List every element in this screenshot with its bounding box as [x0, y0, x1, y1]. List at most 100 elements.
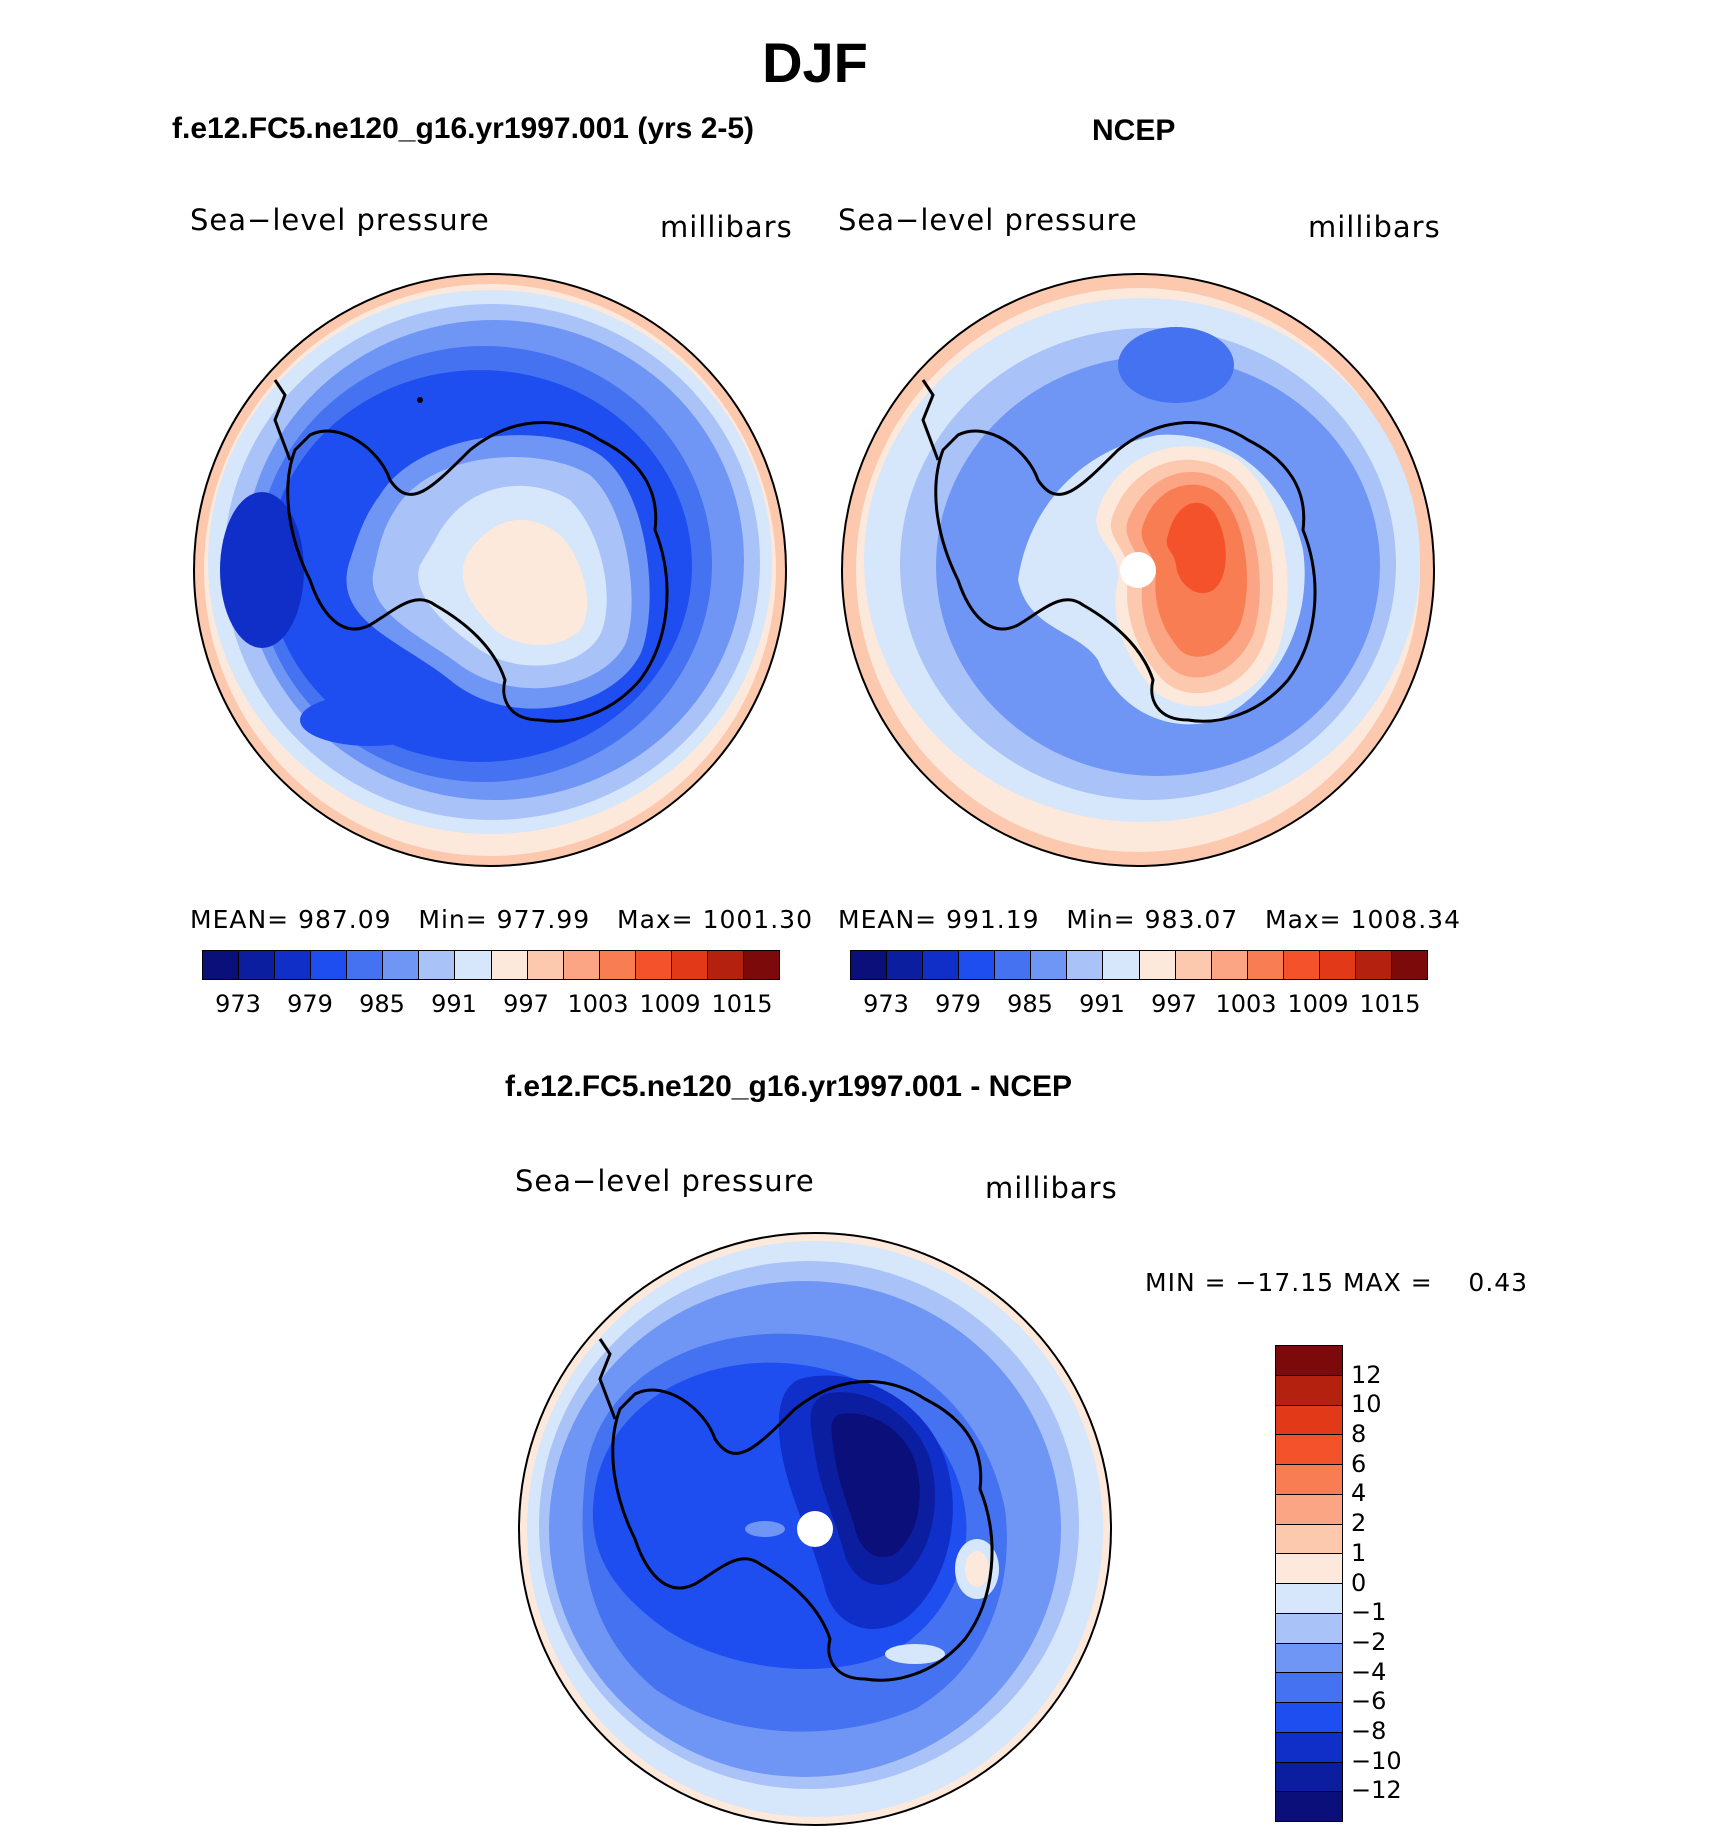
model-colorbar-segment [275, 951, 312, 979]
contour-band [1166, 502, 1226, 594]
model-mean-value: 987.09 [298, 905, 392, 934]
model-min-label: Min= [418, 905, 488, 934]
ncep-colorbar [850, 950, 1428, 980]
diff-colorbar-tick-label: 8 [1351, 1420, 1367, 1449]
model-colorbar-segment [311, 951, 348, 979]
coastline [611, 1380, 994, 1682]
ncep-colorbar-segment [995, 951, 1032, 979]
ncep-colorbar-tick-label: 1015 [1359, 990, 1421, 1018]
ncep-colorbar-segment [1247, 951, 1284, 979]
diff-colorbar-segment [1276, 1762, 1342, 1793]
model-colorbar-tick-label: 973 [215, 990, 261, 1018]
contour-band [745, 1521, 785, 1537]
contour-band [965, 1551, 989, 1587]
diff-colorbar-segment [1276, 1613, 1342, 1644]
ncep-colorbar-segment [887, 951, 924, 979]
ncep-colorbar-ticks: 973 979 985 991 997 1003 1009 1015 [0, 990, 1710, 1020]
ncep-units-label: millibars [1308, 210, 1441, 244]
model-colorbar-tick-label: 1009 [639, 990, 701, 1018]
diff-colorbar-tick-label: −12 [1351, 1776, 1402, 1805]
ncep-colorbar-segment [1355, 951, 1392, 979]
diff-colorbar-tick-label: 2 [1351, 1509, 1367, 1538]
map-border [841, 273, 1435, 867]
diff-panel-title: f.e12.FC5.ne120_g16.yr1997.001 - NCEP [505, 1070, 1072, 1103]
ncep-colorbar-segment [923, 951, 960, 979]
figure-title: DJF [762, 31, 868, 94]
model-mean-label: MEAN= [190, 905, 290, 934]
ncep-colorbar-segment [1391, 951, 1427, 979]
contour-band [885, 1644, 945, 1664]
ncep-colorbar-tick-label: 985 [1007, 990, 1053, 1018]
diff-colorbar-tick-label: −4 [1351, 1657, 1387, 1686]
model-colorbar-segment [599, 951, 636, 979]
diff-colorbar-segment [1276, 1346, 1342, 1376]
pole-marker [1120, 552, 1156, 588]
ncep-colorbar-segment [1211, 951, 1248, 979]
diff-units-label: millibars [985, 1171, 1118, 1205]
diff-colorbar-segment [1276, 1524, 1342, 1555]
diff-colorbar-segment [1276, 1494, 1342, 1525]
ncep-colorbar-segment [959, 951, 996, 979]
model-variable-label: Sea−level pressure [190, 203, 490, 237]
ncep-colorbar-tick-label: 1009 [1287, 990, 1349, 1018]
diff-minmax: MIN = −17.15 MAX = 0.43 [1145, 1268, 1529, 1297]
ncep-colorbar-tick-label: 1003 [1215, 990, 1277, 1018]
ncep-colorbar-segment [1031, 951, 1068, 979]
diff-colorbar-segment [1276, 1584, 1342, 1614]
ncep-max-label: Max= [1265, 905, 1342, 934]
coastline [598, 1338, 617, 1420]
model-colorbar-segment [743, 951, 779, 979]
ncep-colorbar-segment [1067, 951, 1104, 979]
diff-colorbar-tick-label: 0 [1351, 1568, 1367, 1597]
model-panel-title: f.e12.FC5.ne120_g16.yr1997.001 (yrs 2-5) [172, 112, 755, 145]
diff-variable-label: Sea−level pressure [515, 1164, 815, 1198]
model-polar-map [193, 273, 787, 867]
ncep-variable-label: Sea−level pressure [838, 203, 1138, 237]
ncep-colorbar-segment [851, 951, 888, 979]
diff-polar-map [518, 1232, 1112, 1826]
ncep-colorbar-segment [1139, 951, 1176, 979]
diff-colorbar [1275, 1345, 1343, 1822]
ncep-min-label: Min= [1066, 905, 1136, 934]
contour-band [462, 519, 588, 645]
ncep-mean-value: 991.19 [946, 905, 1040, 934]
model-colorbar-tick-label: 991 [431, 990, 477, 1018]
model-colorbar-tick-label: 985 [359, 990, 405, 1018]
diff-colorbar-segment [1276, 1465, 1342, 1495]
diff-colorbar-tick-label: −6 [1351, 1687, 1387, 1716]
model-colorbar-segment [527, 951, 564, 979]
model-colorbar-segment [491, 951, 528, 979]
ncep-colorbar-tick-label: 973 [863, 990, 909, 1018]
model-colorbar-segment [563, 951, 600, 979]
coastline [273, 379, 292, 461]
diff-colorbar-segment [1276, 1435, 1342, 1465]
model-colorbar-ticks: 973 979 985 991 997 1003 1009 1015 [0, 990, 1710, 1020]
map-border [193, 273, 787, 867]
ncep-polar-map [841, 273, 1435, 867]
ncep-stats: MEAN= 991.19 Min= 983.07 Max= 1008.34 [838, 905, 1461, 934]
pole-marker [797, 1511, 833, 1547]
diff-colorbar-segment [1276, 1673, 1342, 1703]
diff-colorbar-segment [1276, 1732, 1342, 1763]
diff-colorbar-tick-label: −2 [1351, 1627, 1387, 1656]
model-colorbar-tick-label: 1003 [567, 990, 629, 1018]
model-max-value: 1001.30 [702, 905, 813, 934]
diff-colorbar-tick-label: −8 [1351, 1716, 1387, 1745]
diff-colorbar-tick-label: 10 [1351, 1390, 1382, 1419]
map-border [518, 1232, 1112, 1826]
model-colorbar-tick-label: 979 [287, 990, 333, 1018]
coastline [286, 421, 669, 723]
model-colorbar-segment [707, 951, 744, 979]
ncep-min-value: 983.07 [1144, 905, 1239, 934]
contour-band [1118, 327, 1234, 403]
diff-colorbar-segment [1276, 1703, 1342, 1733]
ncep-mean-label: MEAN= [838, 905, 938, 934]
ncep-panel-title: NCEP [1092, 114, 1176, 147]
contour-band [300, 694, 440, 746]
diff-colorbar-tick-label: 4 [1351, 1479, 1367, 1508]
model-max-label: Max= [617, 905, 694, 934]
ncep-colorbar-tick-label: 997 [1151, 990, 1197, 1018]
model-units-label: millibars [660, 210, 793, 244]
contour-band [831, 1413, 920, 1558]
diff-colorbar-segment [1276, 1792, 1342, 1821]
